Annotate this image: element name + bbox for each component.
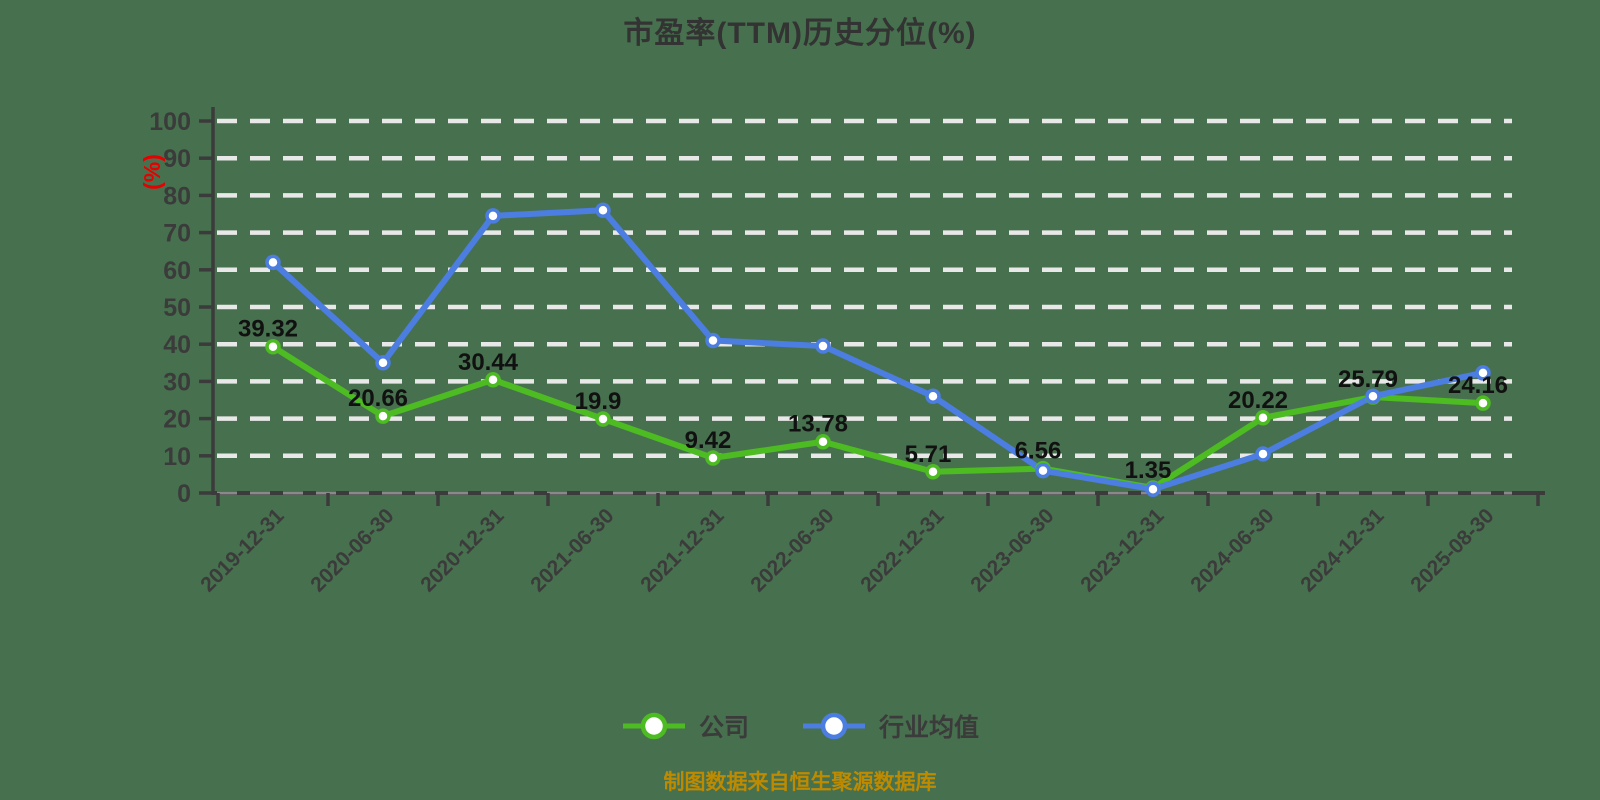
chart-legend: 公司 行业均值 <box>0 708 1600 744</box>
svg-text:2021-06-30: 2021-06-30 <box>526 504 618 596</box>
svg-text:40: 40 <box>163 331 191 359</box>
svg-text:10: 10 <box>163 443 191 471</box>
svg-text:9.42: 9.42 <box>685 427 732 454</box>
svg-text:19.9: 19.9 <box>575 388 622 415</box>
legend-label-company: 公司 <box>698 714 749 742</box>
svg-text:30: 30 <box>163 368 191 396</box>
svg-text:90: 90 <box>163 145 191 173</box>
svg-text:80: 80 <box>163 182 191 210</box>
data-source-note: 制图数据来自恒生聚源数据库 <box>663 771 937 794</box>
svg-text:2024-12-31: 2024-12-31 <box>1296 504 1388 596</box>
svg-text:2019-12-31: 2019-12-31 <box>196 504 288 596</box>
svg-text:6.56: 6.56 <box>1015 438 1062 465</box>
svg-text:50: 50 <box>163 294 191 322</box>
axes: 0 10 20 30 40 50 60 70 80 90 100 2019-12-31 2020-06-… <box>149 107 1545 596</box>
svg-text:24.16: 24.16 <box>1448 372 1508 399</box>
svg-text:30.44: 30.44 <box>458 349 519 376</box>
svg-text:2024-06-30: 2024-06-30 <box>1186 504 1278 596</box>
svg-text:2022-06-30: 2022-06-30 <box>746 504 838 596</box>
series-line-1 <box>270 207 1486 493</box>
industry-series-icon <box>803 712 865 740</box>
svg-text:60: 60 <box>163 257 191 285</box>
chart-title: 市盈率(TTM)历史分位(%) <box>623 17 977 50</box>
svg-text:20.66: 20.66 <box>348 385 408 412</box>
svg-text:13.78: 13.78 <box>788 411 848 438</box>
legend-item-company[interactable]: 公司 <box>621 708 749 744</box>
gridlines <box>217 118 1512 459</box>
svg-text:2022-12-31: 2022-12-31 <box>856 504 948 596</box>
svg-text:39.32: 39.32 <box>238 316 298 343</box>
svg-text:0: 0 <box>177 480 191 508</box>
svg-text:25.79: 25.79 <box>1338 366 1398 393</box>
svg-text:2023-12-31: 2023-12-31 <box>1076 504 1168 596</box>
svg-text:20: 20 <box>163 406 191 434</box>
svg-text:70: 70 <box>163 220 191 248</box>
svg-text:1.35: 1.35 <box>1125 457 1172 484</box>
svg-text:2020-06-30: 2020-06-30 <box>306 504 398 596</box>
legend-label-industry: 行业均值 <box>879 714 980 742</box>
legend-item-industry[interactable]: 行业均值 <box>801 708 979 744</box>
series-lines <box>265 202 1491 498</box>
company-series-icon <box>622 712 685 740</box>
svg-text:20.22: 20.22 <box>1228 387 1288 414</box>
point-labels: 39.32 20.66 30.44 19.9 9.42 13.78 5.71 6.56 1.35… <box>238 316 1508 484</box>
svg-text:5.71: 5.71 <box>905 441 952 468</box>
svg-text:2020-12-31: 2020-12-31 <box>416 504 508 596</box>
svg-text:2025-08-30: 2025-08-30 <box>1406 504 1498 596</box>
series-line-0 <box>270 343 1486 491</box>
svg-text:2023-06-30: 2023-06-30 <box>966 504 1058 596</box>
svg-text:100: 100 <box>149 108 191 136</box>
svg-text:2021-12-31: 2021-12-31 <box>636 504 728 596</box>
